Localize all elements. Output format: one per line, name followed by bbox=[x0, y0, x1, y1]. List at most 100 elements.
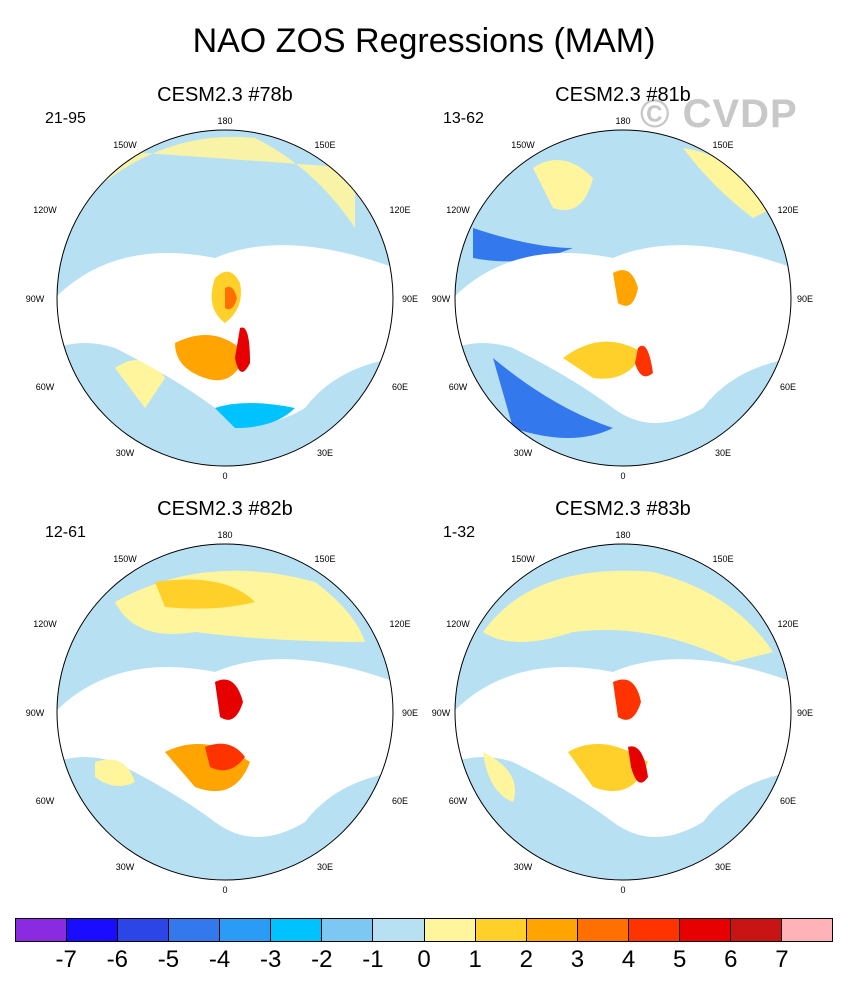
lon-label: 120W bbox=[33, 205, 57, 215]
map-border bbox=[56, 129, 394, 467]
lon-label: 30W bbox=[115, 862, 135, 872]
lon-label: 60W bbox=[35, 382, 55, 392]
colorbar-segment bbox=[730, 919, 782, 941]
colorbar-tick-label: 7 bbox=[775, 946, 789, 973]
lon-label: 150E bbox=[314, 140, 336, 150]
colorbar-segment bbox=[16, 919, 68, 941]
lon-label: 150W bbox=[113, 554, 137, 564]
colorbar-tick-label: -3 bbox=[259, 946, 282, 973]
lon-label: 30E bbox=[714, 862, 732, 872]
lon-label: 120W bbox=[446, 205, 470, 215]
lon-label: 120E bbox=[389, 205, 411, 215]
lon-label: 180 bbox=[217, 530, 233, 540]
panel-years: 12-61 bbox=[45, 524, 86, 541]
lon-label: 30W bbox=[513, 448, 533, 458]
colorbar-tick-label: -4 bbox=[208, 946, 231, 973]
lon-label: 30W bbox=[513, 862, 533, 872]
lon-label: 150E bbox=[712, 554, 734, 564]
lon-label: 150E bbox=[314, 554, 336, 564]
lon-label: 90W bbox=[25, 294, 45, 304]
positive-anomaly-region bbox=[628, 746, 648, 783]
positive-anomaly-region bbox=[563, 341, 643, 379]
lon-label: 0 bbox=[222, 471, 228, 481]
positive-anomaly-region bbox=[205, 743, 245, 771]
lon-label: 60W bbox=[35, 796, 55, 806]
negative-anomaly-region bbox=[493, 358, 613, 438]
colorbar-tick-label: 2 bbox=[519, 946, 533, 973]
lon-label: 0 bbox=[620, 885, 626, 895]
lon-label: 180 bbox=[615, 116, 631, 126]
lon-label: 180 bbox=[217, 116, 233, 126]
map-panel-81b: CESM2.3 #81b 13-62 180 0 150W 150E 120W … bbox=[432, 84, 848, 508]
colorbar-tick-label: -1 bbox=[362, 946, 384, 973]
land-mask bbox=[57, 245, 393, 423]
lon-label: 120E bbox=[389, 619, 411, 629]
lon-label: 90E bbox=[796, 708, 814, 718]
colorbar-segment bbox=[526, 919, 578, 941]
panel-years: 21-95 bbox=[45, 110, 86, 127]
lon-label: 180 bbox=[615, 530, 631, 540]
positive-anomaly-region bbox=[613, 679, 641, 720]
lon-label: 60E bbox=[391, 382, 409, 392]
positive-anomaly-region bbox=[235, 327, 250, 372]
panel-title: CESM2.3 #83b bbox=[555, 498, 691, 520]
colorbar-segment bbox=[67, 919, 119, 941]
lon-label: 90E bbox=[401, 294, 419, 304]
lon-label: 90W bbox=[431, 294, 451, 304]
positive-anomaly-region bbox=[568, 744, 648, 792]
lon-label: 0 bbox=[222, 885, 228, 895]
colorbar-tick-label: 4 bbox=[621, 946, 636, 973]
colorbar-segment bbox=[373, 919, 425, 941]
positive-anomaly-region bbox=[483, 570, 773, 662]
colorbar-tick-label: -5 bbox=[157, 946, 180, 973]
positive-anomaly-region bbox=[635, 345, 653, 377]
lon-label: 90W bbox=[25, 708, 45, 718]
lon-label: 150W bbox=[113, 140, 137, 150]
colorbar-tick-label: -2 bbox=[311, 946, 333, 973]
map-panel-78b: CESM2.3 #78b 21-95 180 0 150W 150E 120W … bbox=[26, 84, 455, 508]
colorbar-segment bbox=[679, 919, 731, 941]
colorbar-segment bbox=[271, 919, 323, 941]
colorbar-tick-label: 6 bbox=[724, 946, 738, 973]
polar-map bbox=[454, 129, 792, 467]
lon-label: 0 bbox=[620, 471, 626, 481]
lon-label: 60E bbox=[779, 382, 797, 392]
lon-label: 150W bbox=[511, 554, 535, 564]
lon-label: 90E bbox=[401, 708, 419, 718]
lon-label: 150W bbox=[511, 140, 535, 150]
lon-label: 150E bbox=[712, 140, 734, 150]
lon-label: 90W bbox=[431, 708, 451, 718]
colorbar-tick-label: 5 bbox=[672, 946, 687, 973]
lon-label: 60W bbox=[448, 796, 468, 806]
positive-anomaly-region bbox=[115, 360, 165, 408]
lon-label: 60E bbox=[391, 796, 409, 806]
positive-anomaly-region bbox=[613, 270, 638, 306]
land-mask bbox=[455, 659, 791, 837]
panel-title: CESM2.3 #81b bbox=[555, 84, 691, 106]
panel-title: CESM2.3 #82b bbox=[157, 498, 293, 520]
lon-label: 30E bbox=[714, 448, 732, 458]
colorbar-tick-label: -7 bbox=[55, 946, 77, 973]
lon-label: 120E bbox=[777, 619, 799, 629]
map-border bbox=[454, 543, 792, 881]
panel-title: CESM2.3 #78b bbox=[157, 84, 293, 106]
polar-map bbox=[56, 543, 394, 881]
lon-label: 60E bbox=[779, 796, 797, 806]
colorbar-segment bbox=[118, 919, 170, 941]
figure-title: NAO ZOS Regressions (MAM) bbox=[192, 22, 656, 60]
map-border bbox=[56, 543, 394, 881]
positive-anomaly-region bbox=[533, 160, 593, 210]
map-panel-83b: CESM2.3 #83b 1-32 180 0 150W 150E 120W 1… bbox=[432, 498, 848, 922]
lon-label: 90E bbox=[796, 294, 814, 304]
negative-anomaly-region bbox=[215, 403, 295, 428]
colorbar-segment bbox=[220, 919, 272, 941]
positive-anomaly-region bbox=[683, 148, 773, 218]
lon-label: 120W bbox=[33, 619, 57, 629]
land-mask bbox=[455, 245, 791, 423]
colorbar-segment bbox=[781, 919, 832, 941]
lon-label: 120E bbox=[777, 205, 799, 215]
colorbar-segment bbox=[475, 919, 527, 941]
colorbar bbox=[15, 918, 833, 942]
colorbar-tick-label: 3 bbox=[570, 946, 585, 973]
colorbar-tick-label: 0 bbox=[417, 946, 431, 973]
